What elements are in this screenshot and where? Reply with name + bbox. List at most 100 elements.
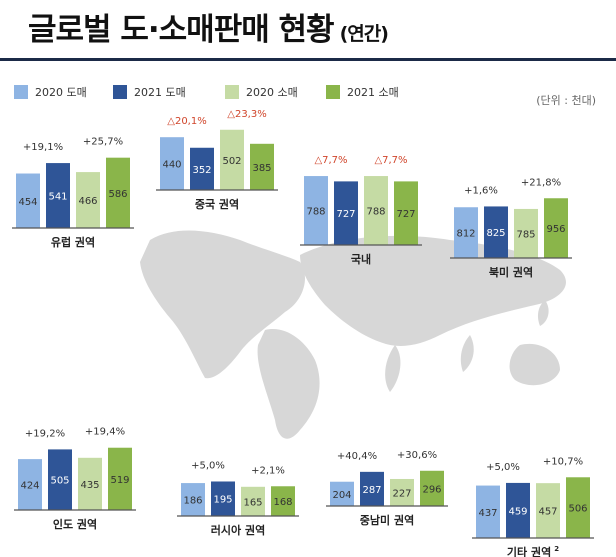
bar-india-2 bbox=[78, 457, 102, 510]
bar-value-namerica-1: 825 bbox=[486, 228, 505, 239]
region-label-namerica: 북미 권역 bbox=[489, 265, 533, 279]
region-label-other: 기타 권역 2 bbox=[507, 545, 559, 557]
region-chart-china: 440 352 502 385 △20,1% △23,3% 중국 권역 bbox=[156, 109, 278, 211]
legend-item-2020-wholesale: 2020 도매 bbox=[14, 84, 87, 99]
bar-value-india-3: 519 bbox=[110, 475, 129, 486]
bar-value-namerica-0: 812 bbox=[456, 229, 475, 240]
bar-russia-2 bbox=[241, 486, 265, 516]
page-title-suffix: (연간) bbox=[339, 23, 389, 45]
change-label-europe-wholesale: +19,1% bbox=[23, 142, 63, 153]
page-title: 글로벌 도·소매판매 현황 (연간) bbox=[28, 4, 389, 49]
legend-label: 2021 도매 bbox=[134, 86, 186, 99]
bar-russia-0 bbox=[181, 483, 205, 516]
bar-india-0 bbox=[18, 459, 42, 510]
region-label-russia: 러시아 권역 bbox=[211, 523, 265, 537]
region-label-europe: 유럽 권역 bbox=[51, 235, 95, 249]
change-label-india-retail: +19,4% bbox=[85, 427, 125, 438]
change-label-china-retail: △23,3% bbox=[227, 109, 266, 120]
region-chart-latam: 204 287 227 296 +40,4% +30,6% 중남미 권역 bbox=[326, 450, 448, 527]
bar-value-other-0: 437 bbox=[478, 508, 497, 519]
region-label-china: 중국 권역 bbox=[195, 197, 239, 211]
bar-value-europe-3: 586 bbox=[108, 189, 127, 200]
bar-value-namerica-2: 785 bbox=[516, 229, 535, 240]
legend-label: 2020 도매 bbox=[35, 86, 87, 99]
bar-china-3 bbox=[250, 143, 274, 190]
region-chart-korea: 788 727 788 727 △7,7% △7,7% 국내 bbox=[300, 155, 422, 266]
bar-value-korea-3: 727 bbox=[396, 209, 415, 220]
bar-europe-0 bbox=[16, 173, 40, 228]
title-underline bbox=[0, 58, 616, 61]
bar-value-namerica-3: 956 bbox=[546, 224, 565, 235]
region-chart-india: 424 505 435 519 +19,2% +19,4% 인도 권역 bbox=[14, 427, 136, 531]
region-label-india: 인도 권역 bbox=[53, 517, 97, 531]
bar-value-korea-2: 788 bbox=[366, 207, 385, 218]
region-chart-russia: 186 195 165 168 +5,0% +2,1% 러시아 권역 bbox=[177, 460, 299, 537]
change-label-namerica-retail: +21,8% bbox=[521, 177, 561, 188]
bar-russia-3 bbox=[271, 486, 295, 516]
bar-namerica-1 bbox=[484, 206, 508, 258]
bar-value-other-2: 457 bbox=[538, 507, 557, 518]
change-label-other-retail: +10,7% bbox=[543, 456, 583, 467]
bar-namerica-2 bbox=[514, 208, 538, 258]
change-label-russia-retail: +2,1% bbox=[251, 465, 285, 476]
region-chart-other: 437 459 457 506 +5,0% +10,7% 기타 권역 2 bbox=[472, 456, 594, 557]
region-label-latam: 중남미 권역 bbox=[360, 513, 414, 527]
legend-item-2020-retail: 2020 소매 bbox=[225, 84, 298, 99]
bar-value-china-2: 502 bbox=[222, 156, 241, 167]
bar-india-3 bbox=[108, 447, 132, 510]
bar-value-other-1: 459 bbox=[508, 506, 527, 517]
bar-europe-2 bbox=[76, 172, 100, 228]
bar-russia-1 bbox=[211, 481, 235, 516]
bar-india-1 bbox=[48, 449, 72, 510]
legend-swatch bbox=[225, 85, 239, 99]
bar-other-3 bbox=[566, 477, 590, 538]
region-chart-namerica: 812 825 785 956 +1,6% +21,8% 북미 권역 bbox=[450, 177, 572, 279]
legend-item-2021-wholesale: 2021 도매 bbox=[113, 84, 186, 99]
bar-korea-0 bbox=[304, 176, 328, 245]
bar-value-korea-0: 788 bbox=[306, 207, 325, 218]
world-map-background bbox=[140, 230, 566, 439]
bar-value-latam-3: 296 bbox=[422, 484, 441, 495]
page-title-text: 글로벌 도·소매판매 현황 bbox=[28, 12, 335, 48]
legend-swatch bbox=[113, 85, 127, 99]
legend-label: 2021 소매 bbox=[347, 86, 399, 99]
bar-value-other-3: 506 bbox=[568, 504, 587, 515]
bar-value-india-0: 424 bbox=[20, 481, 39, 492]
change-label-russia-wholesale: +5,0% bbox=[191, 460, 225, 471]
bar-value-china-0: 440 bbox=[162, 160, 181, 171]
region-note: 2 bbox=[554, 545, 559, 553]
change-label-other-wholesale: +5,0% bbox=[486, 462, 520, 473]
bar-value-russia-3: 168 bbox=[273, 497, 292, 508]
bar-korea-3 bbox=[394, 181, 418, 245]
bar-namerica-3 bbox=[544, 198, 568, 258]
bar-value-china-3: 385 bbox=[252, 163, 271, 174]
bar-value-india-2: 435 bbox=[80, 480, 99, 491]
change-label-korea-retail: △7,7% bbox=[374, 155, 407, 166]
change-label-namerica-wholesale: +1,6% bbox=[464, 185, 498, 196]
change-label-china-wholesale: △20,1% bbox=[167, 116, 206, 127]
bar-europe-3 bbox=[106, 157, 130, 228]
legend-swatch bbox=[326, 85, 340, 99]
bar-value-europe-2: 466 bbox=[78, 196, 97, 207]
bar-latam-2 bbox=[390, 478, 414, 506]
bar-value-russia-1: 195 bbox=[213, 495, 232, 506]
bar-value-latam-1: 287 bbox=[362, 485, 381, 496]
bar-latam-1 bbox=[360, 471, 384, 506]
bar-korea-2 bbox=[364, 176, 388, 245]
bar-china-1 bbox=[190, 147, 214, 190]
bar-namerica-0 bbox=[454, 207, 478, 258]
bar-latam-0 bbox=[330, 481, 354, 506]
change-label-europe-retail: +25,7% bbox=[83, 137, 123, 148]
bar-value-latam-0: 204 bbox=[332, 490, 351, 501]
change-label-india-wholesale: +19,2% bbox=[25, 428, 65, 439]
region-chart-europe: 454 541 466 586 +19,1% +25,7% 유럽 권역 bbox=[12, 137, 134, 249]
bar-other-2 bbox=[536, 483, 560, 538]
unit-label: (단위 : 천대) bbox=[536, 94, 596, 107]
bar-value-korea-1: 727 bbox=[336, 209, 355, 220]
change-label-latam-retail: +30,6% bbox=[397, 450, 437, 461]
bar-other-0 bbox=[476, 485, 500, 538]
change-label-latam-wholesale: +40,4% bbox=[337, 451, 377, 462]
change-label-korea-wholesale: △7,7% bbox=[314, 155, 347, 166]
bar-china-0 bbox=[160, 137, 184, 190]
